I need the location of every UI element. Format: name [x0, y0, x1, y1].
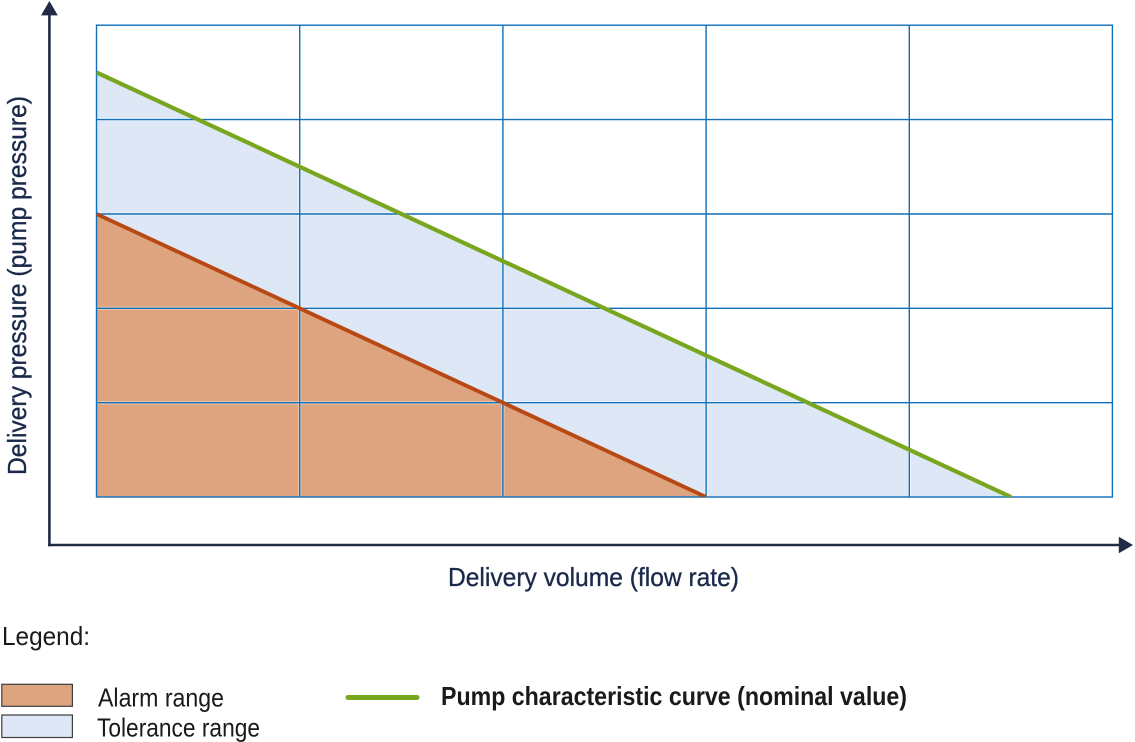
svg-text:Tolerance range: Tolerance range: [97, 712, 260, 742]
svg-text:Delivery volume (flow rate): Delivery volume (flow rate): [448, 562, 739, 592]
svg-text:Alarm range: Alarm range: [98, 683, 224, 713]
svg-text:Legend:: Legend:: [2, 621, 90, 651]
svg-text:Delivery pressure (pump pressu: Delivery pressure (pump pressure): [2, 96, 32, 475]
svg-text:Pump characteristic curve (nom: Pump characteristic curve (nominal value…: [441, 681, 907, 711]
